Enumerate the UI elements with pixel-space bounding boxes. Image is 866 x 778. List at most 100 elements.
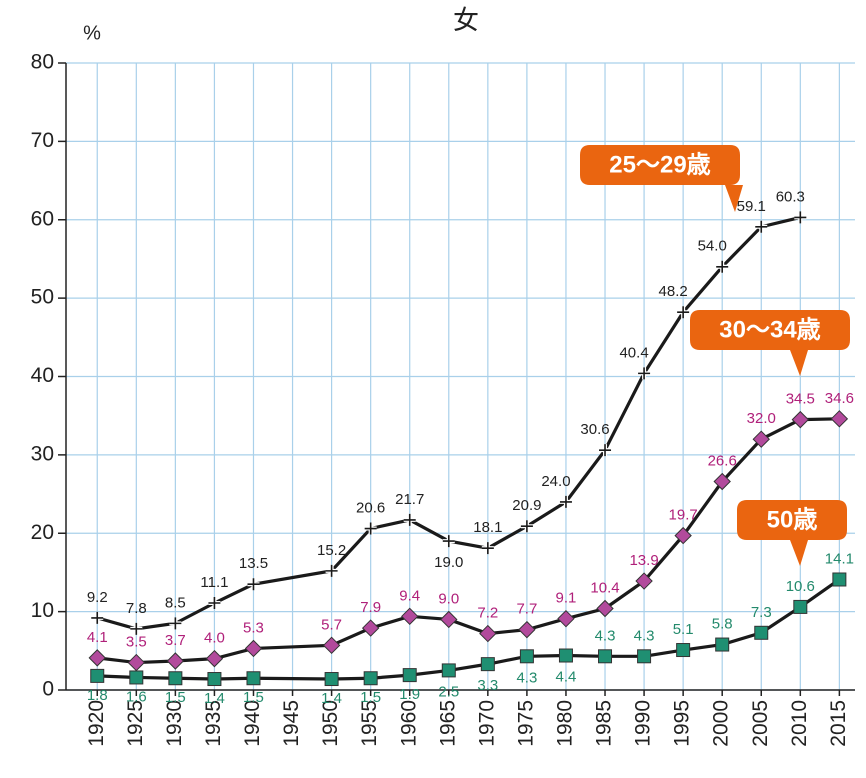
marker	[205, 649, 224, 668]
marker	[519, 649, 534, 664]
marker	[403, 513, 416, 526]
marker	[480, 657, 495, 672]
data-label: 20.6	[356, 500, 385, 517]
data-label: 7.2	[477, 605, 498, 622]
marker	[208, 597, 221, 610]
data-label: 4.3	[634, 627, 655, 644]
data-label: 32.0	[747, 410, 776, 427]
data-label: 5.3	[243, 619, 264, 636]
data-label: 9.1	[556, 590, 577, 607]
marker	[481, 542, 494, 555]
marker	[596, 599, 614, 618]
x-tick-label: 1950	[319, 700, 342, 747]
marker	[401, 607, 419, 626]
data-label: 1.5	[243, 689, 264, 706]
marker	[715, 637, 730, 652]
data-label: 1.4	[321, 690, 342, 707]
callout	[690, 310, 850, 376]
marker	[325, 564, 338, 577]
marker	[558, 648, 573, 663]
marker	[676, 643, 691, 658]
marker	[637, 649, 652, 664]
series-line	[96, 215, 801, 631]
callout	[737, 500, 847, 566]
data-label: 10.6	[786, 578, 815, 595]
data-label: 8.5	[165, 594, 186, 611]
marker	[638, 367, 651, 380]
data-label: 4.3	[595, 627, 616, 644]
marker	[402, 668, 417, 683]
data-label: 5.7	[321, 616, 342, 633]
marker	[830, 410, 849, 428]
y-tick-label: 80	[31, 51, 54, 74]
y-tick-label: 30	[31, 442, 54, 465]
data-label: 4.0	[204, 630, 225, 647]
callout	[580, 145, 743, 212]
marker	[244, 639, 263, 658]
y-tick-label: 0	[42, 678, 54, 701]
y-tick-label: 60	[31, 207, 54, 230]
data-label: 13.5	[239, 555, 268, 572]
y-tick-label: 10	[31, 599, 54, 622]
data-label: 18.1	[473, 519, 502, 536]
legend-label: 30〜34歳	[719, 315, 820, 343]
data-label: 1.8	[87, 687, 108, 704]
x-tick-label: 2000	[710, 700, 733, 747]
data-label: 5.1	[673, 621, 694, 638]
data-label: 59.1	[737, 198, 766, 215]
data-label: 9.4	[399, 587, 420, 604]
x-tick-label: 1955	[358, 700, 381, 747]
data-label: 48.2	[659, 283, 688, 300]
data-label: 1.4	[204, 690, 225, 707]
marker	[674, 526, 692, 545]
data-label: 1.9	[399, 686, 420, 703]
data-label: 60.3	[776, 188, 805, 205]
chart-title: 女	[453, 5, 479, 35]
x-tick-label: 2010	[788, 700, 811, 747]
marker	[559, 495, 572, 508]
x-tick-label: 1930	[163, 700, 186, 747]
x-tick-label: 1980	[554, 700, 577, 747]
marker	[322, 636, 341, 655]
x-tick-label: 1990	[632, 700, 655, 747]
data-label: 26.6	[708, 452, 737, 469]
data-label: 9.2	[87, 589, 108, 606]
x-tick-label: 2005	[749, 700, 772, 747]
data-label: 24.0	[541, 473, 570, 490]
marker	[791, 410, 810, 429]
marker	[129, 670, 144, 685]
marker	[752, 430, 770, 448]
x-tick-label: 1985	[593, 700, 616, 747]
data-label: 13.9	[629, 552, 658, 569]
data-label: 30.6	[580, 421, 609, 438]
marker	[441, 663, 456, 678]
data-label: 54.0	[698, 238, 727, 255]
x-tick-label: 1940	[241, 700, 264, 747]
marker	[598, 649, 613, 664]
data-label: 11.1	[200, 574, 228, 591]
x-tick-label: 1970	[475, 700, 498, 747]
x-tick-label: 1935	[202, 700, 225, 747]
marker	[716, 260, 729, 273]
marker	[479, 624, 497, 643]
x-tick-label: 1945	[280, 700, 303, 747]
marker	[677, 306, 690, 319]
data-label: 21.7	[395, 491, 424, 508]
marker	[246, 671, 261, 686]
legend-label: 25〜29歳	[609, 150, 710, 178]
marker	[169, 617, 182, 630]
data-label: 9.0	[438, 590, 459, 607]
marker	[557, 609, 575, 628]
marker	[635, 572, 653, 590]
data-label: 4.4	[556, 668, 577, 685]
marker	[754, 625, 769, 640]
x-tick-label: 1960	[397, 700, 420, 747]
data-label: 19.7	[669, 507, 698, 524]
data-label: 1.6	[126, 688, 147, 705]
marker	[440, 610, 458, 629]
marker	[130, 622, 143, 635]
marker	[832, 572, 847, 587]
x-tick-label: 2015	[827, 700, 850, 747]
data-label: 4.3	[516, 669, 537, 686]
